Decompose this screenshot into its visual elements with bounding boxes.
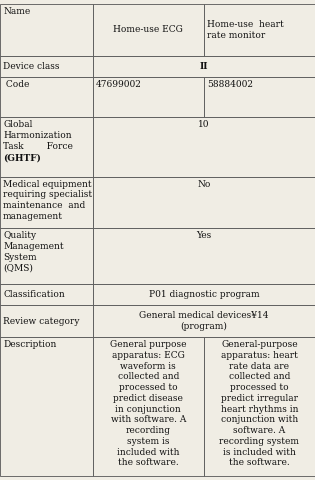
Text: Home-use ECG: Home-use ECG [113, 25, 183, 34]
Bar [0, 56, 93, 77]
Bar [0, 4, 93, 56]
Bar [93, 337, 204, 476]
Text: Device class: Device class [3, 62, 60, 71]
Text: Global
Harmonization
Task        Force: Global Harmonization Task Force [3, 120, 73, 161]
Text: 10: 10 [198, 120, 210, 129]
Bar [93, 228, 315, 284]
Bar [93, 77, 204, 117]
Bar [93, 177, 315, 228]
Bar [0, 77, 93, 117]
Text: Home-use  heart
rate monitor: Home-use heart rate monitor [207, 20, 284, 40]
Bar [0, 117, 93, 177]
Text: General-purpose
apparatus: heart
rate data are
collected and
processed to
predic: General-purpose apparatus: heart rate da… [220, 340, 299, 468]
Bar [0, 284, 93, 305]
Text: 47699002: 47699002 [96, 80, 142, 89]
Bar [0, 305, 93, 337]
Text: (GHTF): (GHTF) [3, 154, 41, 163]
Bar [204, 4, 315, 56]
Text: P01 diagnostic program: P01 diagnostic program [149, 290, 259, 299]
Text: Medical equipment
requiring specialist
maintenance  and
management: Medical equipment requiring specialist m… [3, 180, 92, 221]
Bar [93, 305, 315, 337]
Text: Code: Code [3, 80, 29, 89]
Text: II: II [200, 62, 208, 71]
Bar [204, 77, 315, 117]
Bar [93, 117, 315, 177]
Text: Name: Name [3, 7, 30, 16]
Bar [0, 337, 93, 476]
Bar [0, 228, 93, 284]
Text: General medical devices¥14
(program): General medical devices¥14 (program) [139, 312, 269, 331]
Text: Description: Description [3, 340, 56, 349]
Bar [0, 177, 93, 228]
Bar [93, 56, 315, 77]
Text: Review category: Review category [3, 317, 79, 326]
Bar [93, 284, 315, 305]
Text: 58884002: 58884002 [207, 80, 253, 89]
Text: Yes: Yes [196, 231, 212, 240]
Bar [93, 4, 204, 56]
Text: Classification: Classification [3, 290, 65, 299]
Bar [204, 337, 315, 476]
Text: No: No [197, 180, 211, 189]
Text: Quality
Management
System
(QMS): Quality Management System (QMS) [3, 231, 64, 272]
Text: General purpose
apparatus: ECG
waveform is
collected and
processed to
predict di: General purpose apparatus: ECG waveform … [110, 340, 186, 468]
